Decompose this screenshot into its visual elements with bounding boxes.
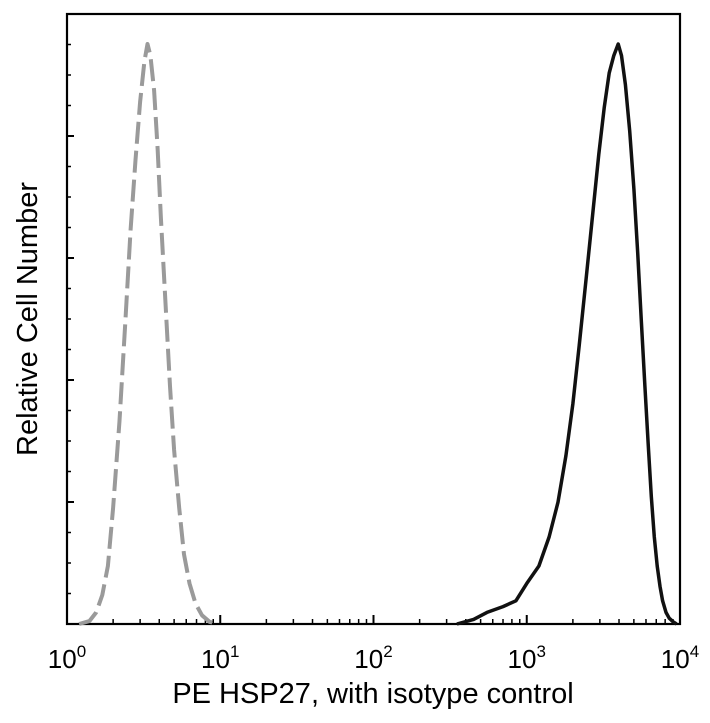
x-tick-label: 101 (201, 642, 239, 674)
x-axis-tick-labels: 100 101 102 103 104 (48, 642, 699, 674)
plot-frame (65, 12, 682, 626)
histogram-series (78, 42, 678, 626)
x-tick-label: 104 (661, 642, 699, 674)
x-axis-title: PE HSP27, with isotype control (172, 678, 573, 710)
y-axis-ticks (67, 13, 74, 625)
x-tick-label: 103 (508, 642, 546, 674)
x-axis-ticks (66, 615, 681, 624)
hsp27-curve (456, 42, 678, 626)
isotype-control-curve (78, 42, 218, 626)
y-axis-title: Relative Cell Number (12, 182, 44, 456)
x-tick-label: 100 (48, 642, 86, 674)
x-tick-label: 102 (354, 642, 392, 674)
